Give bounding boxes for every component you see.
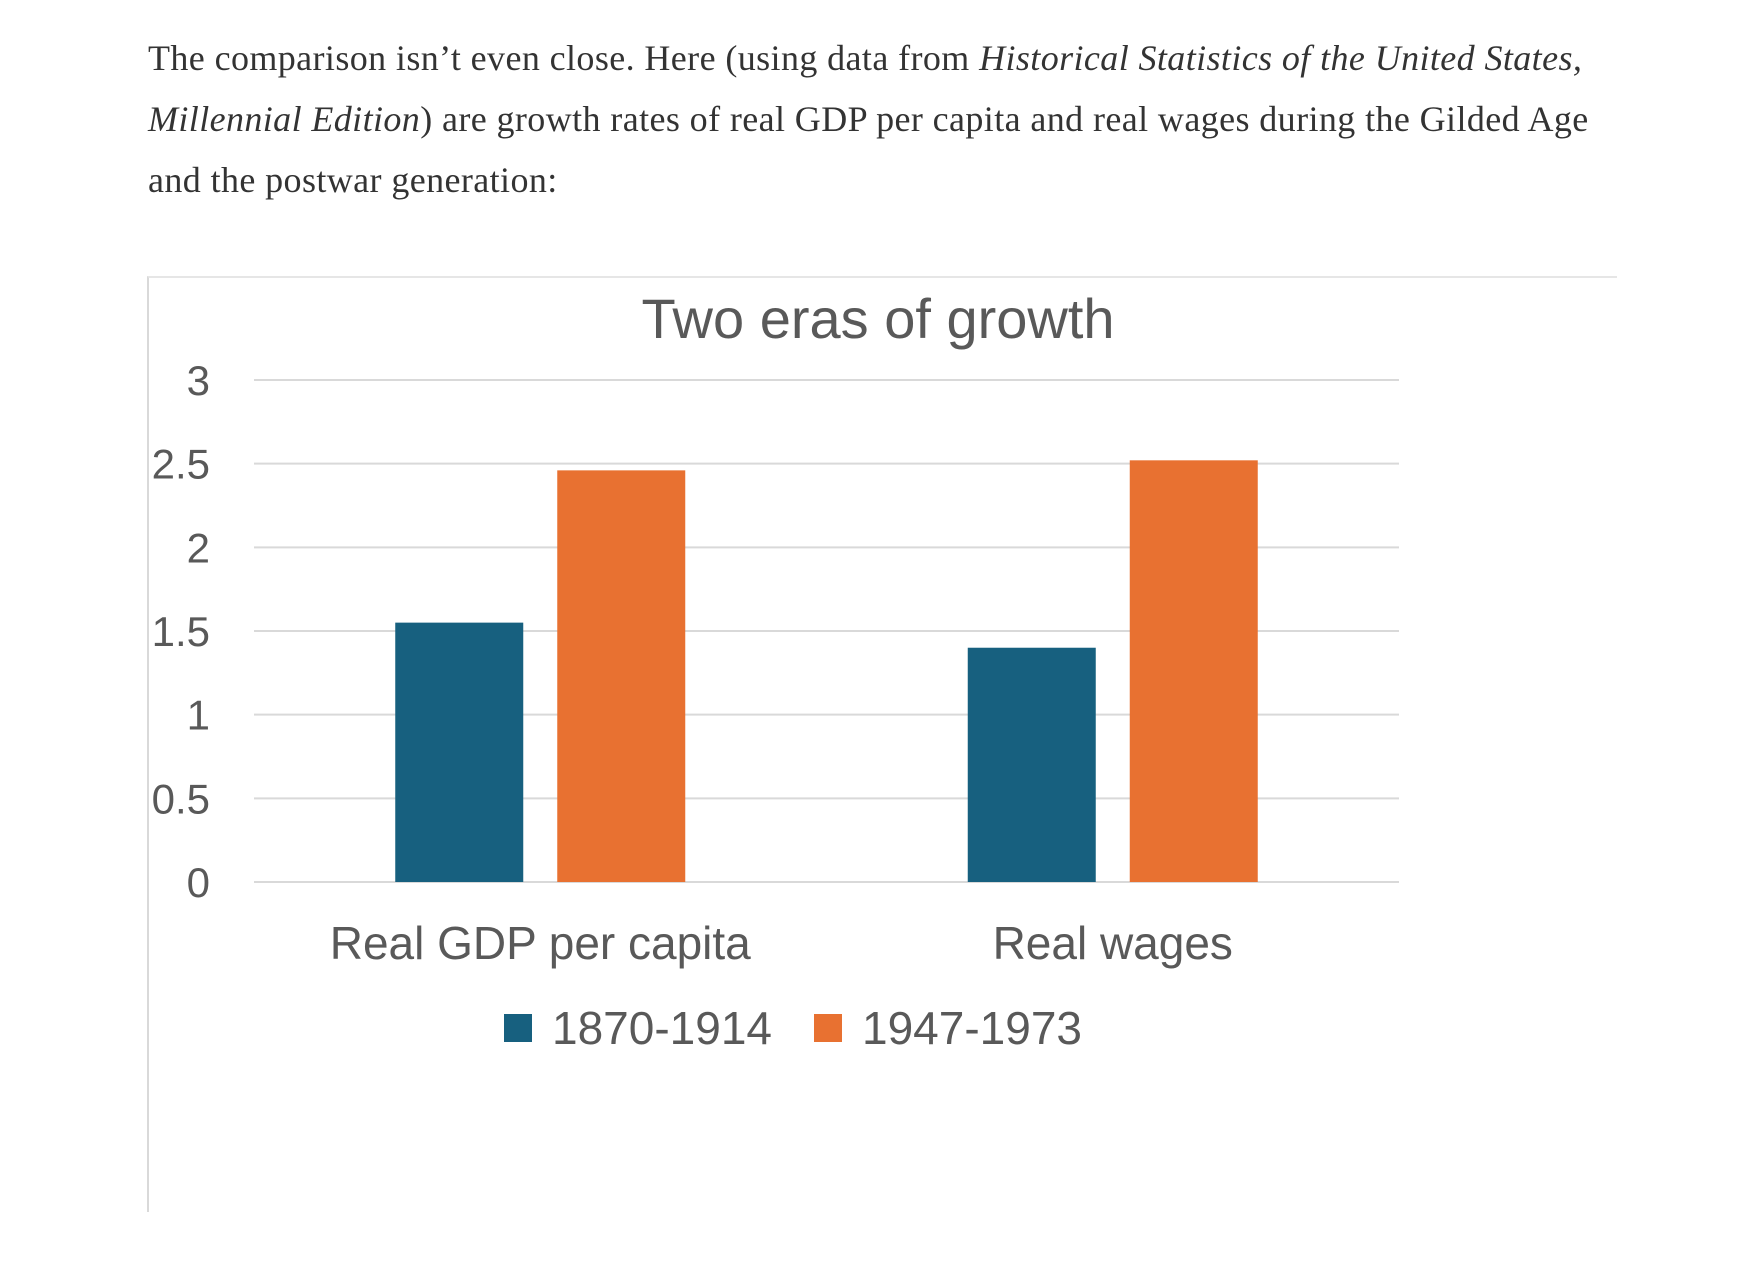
y-tick-label: 0.5 — [152, 775, 210, 822]
source-citation: Historical Statistics of the United Stat… — [148, 38, 1583, 139]
y-tick-label: 2 — [187, 524, 210, 571]
y-tick-label: 3 — [187, 357, 210, 404]
bar-gdp-1870-1914 — [395, 622, 524, 882]
x-axis: Real GDP per capita Real wages — [330, 917, 1233, 969]
article-text-before: The comparison isn’t even close. Here (u… — [148, 38, 980, 78]
x-category-label: Real GDP per capita — [330, 917, 751, 969]
legend-swatch — [504, 1014, 532, 1042]
y-tick-label: 0 — [187, 859, 210, 906]
article-text-after: ) are growth rates of real GDP per capit… — [148, 99, 1589, 200]
y-tick-label: 1.5 — [152, 608, 210, 655]
bar-wages-1870-1914 — [967, 647, 1096, 882]
bar-chart: Two eras of growth 0 0.5 1 1.5 2 2.5 3 Real GD… — [152, 287, 1399, 1054]
chart-title: Two eras of growth — [641, 287, 1114, 350]
chart-frame — [147, 276, 1617, 1212]
y-tick-label: 1 — [187, 692, 210, 739]
legend-label: 1947-1973 — [862, 1002, 1082, 1054]
y-tick-label: 2.5 — [152, 441, 210, 488]
legend: 1870-1914 1947-1973 — [504, 1002, 1082, 1054]
y-axis: 0 0.5 1 1.5 2 2.5 3 — [152, 357, 210, 906]
article-paragraph: The comparison isn’t even close. Here (u… — [148, 28, 1628, 211]
bar-gdp-1947-1973 — [557, 470, 686, 882]
legend-label: 1870-1914 — [552, 1002, 772, 1054]
x-category-label: Real wages — [993, 917, 1233, 969]
legend-swatch — [814, 1014, 842, 1042]
bar-wages-1947-1973 — [1129, 460, 1258, 882]
bars — [395, 460, 1258, 882]
